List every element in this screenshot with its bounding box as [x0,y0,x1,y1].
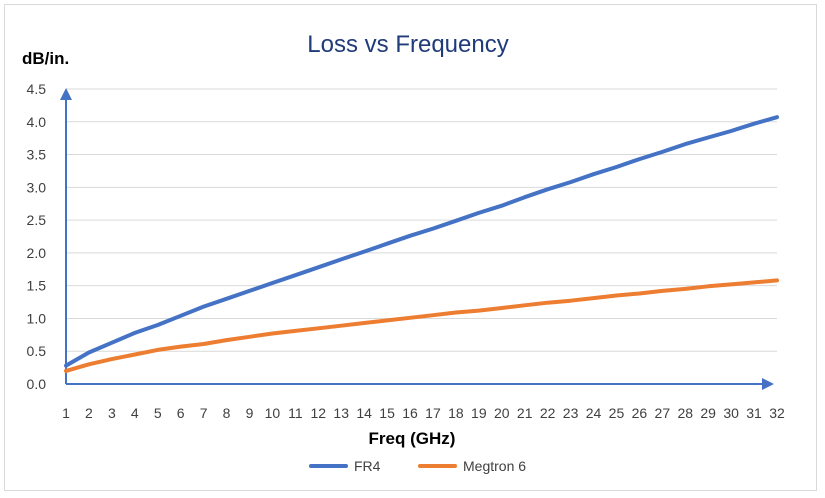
x-tick-label: 13 [333,405,349,421]
x-axis-label: Freq (GHz) [369,429,456,448]
legend: FR4 Megtron 6 [309,458,526,474]
x-tick-label: 30 [723,405,739,421]
y-tick-label: 4.5 [27,81,47,97]
y-tick-label: 3.5 [27,147,47,163]
gridlines [66,88,777,352]
y-axis-arrow [60,88,72,100]
x-tick-label: 21 [517,405,533,421]
x-tick-label: 19 [471,405,487,421]
legend-label-megtron-6: Megtron 6 [463,458,526,474]
series-line-fr4 [64,115,779,368]
y-tick-label: 3.0 [27,179,47,195]
x-tick-label: 31 [746,405,762,421]
x-tick-label: 7 [200,405,208,421]
x-tick-label: 16 [402,405,418,421]
y-tick-label: 4.0 [27,114,47,130]
x-tick-label: 4 [131,405,139,421]
y-tick-label: 1.0 [27,310,47,326]
y-tick-labels: 0.0 0.5 1.0 1.5 2.0 2.5 3.0 3.5 4.0 4.5 [27,81,47,392]
axes [60,88,774,390]
x-tick-label: 28 [677,405,693,421]
x-tick-label: 17 [425,405,441,421]
legend-label-fr4: FR4 [354,458,381,474]
x-tick-label: 9 [246,405,254,421]
x-tick-label: 27 [655,405,671,421]
x-tick-label: 23 [563,405,579,421]
x-tick-label: 3 [108,405,116,421]
x-tick-label: 26 [632,405,648,421]
y-axis-label: dB/in. [22,49,69,68]
y-tick-label: 2.5 [27,212,47,228]
y-tick-label: 2.0 [27,245,47,261]
x-tick-label: 12 [311,405,327,421]
x-tick-label: 6 [177,405,185,421]
x-tick-label: 32 [769,405,785,421]
x-tick-label: 15 [379,405,395,421]
x-tick-label: 20 [494,405,510,421]
chart-title: Loss vs Frequency [307,31,508,58]
y-tick-label: 0.5 [27,343,47,359]
x-tick-label: 11 [288,405,303,421]
x-tick-labels: 1 2 3 4 5 6 7 8 9 10 11 12 13 14 15 16 17 18 19 20 21 22 23 24 2… [62,405,785,421]
x-axis-arrow [762,378,774,390]
x-tick-label: 24 [586,405,602,421]
x-tick-label: 1 [62,405,70,421]
series-line-megtron-6 [64,278,779,373]
x-tick-label: 22 [540,405,556,421]
y-tick-label: 1.5 [27,278,47,294]
x-tick-label: 18 [448,405,464,421]
x-tick-label: 8 [223,405,231,421]
x-tick-label: 5 [154,405,162,421]
x-tick-label: 2 [85,405,93,421]
chart-frame [4,4,817,491]
series-lines [64,115,779,373]
x-tick-label: 25 [609,405,625,421]
x-tick-label: 14 [356,405,372,421]
x-tick-label: 10 [265,405,281,421]
y-tick-label: 0.0 [27,376,47,392]
x-tick-label: 29 [700,405,716,421]
